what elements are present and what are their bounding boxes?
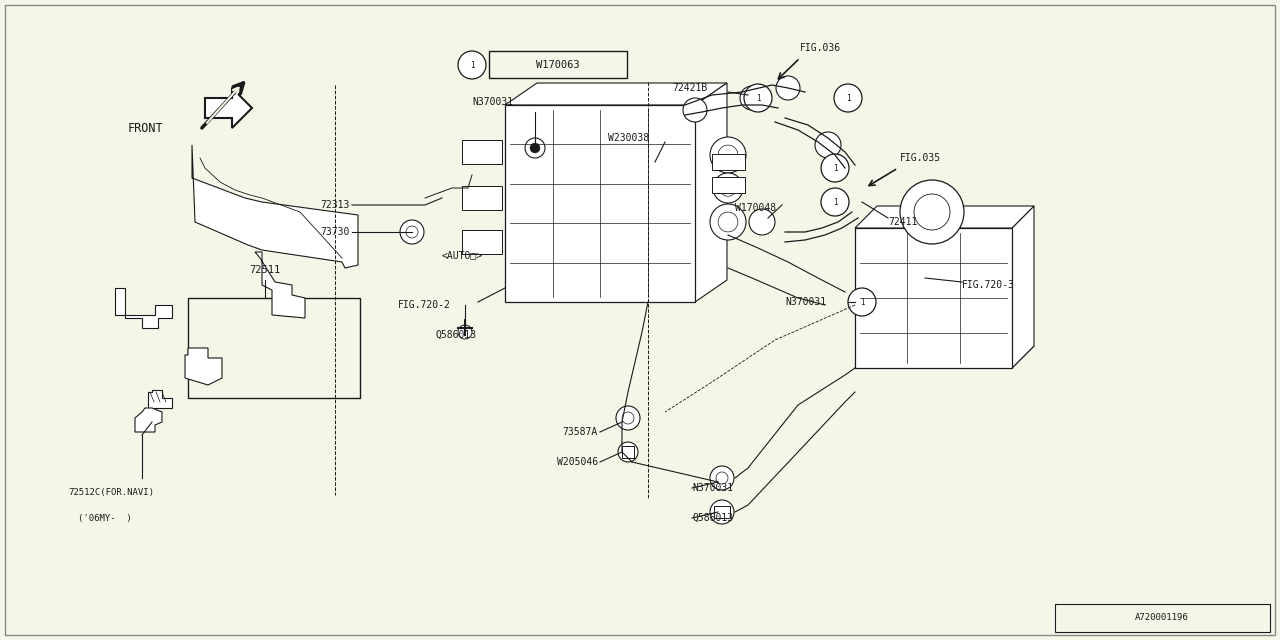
Text: 72511: 72511	[250, 265, 280, 275]
Polygon shape	[506, 105, 695, 302]
Circle shape	[718, 212, 737, 232]
Text: 1: 1	[860, 298, 864, 307]
Text: FIG.035: FIG.035	[900, 153, 941, 163]
Text: FIG.036: FIG.036	[800, 43, 841, 53]
Text: W170063: W170063	[536, 60, 580, 70]
Text: N370031: N370031	[472, 97, 513, 107]
Circle shape	[710, 204, 746, 240]
Circle shape	[900, 180, 964, 244]
Text: A720001196: A720001196	[1135, 614, 1189, 623]
Circle shape	[849, 288, 876, 316]
Circle shape	[776, 76, 800, 100]
Text: FIG.720-3: FIG.720-3	[963, 280, 1015, 290]
Circle shape	[713, 173, 742, 203]
Circle shape	[530, 143, 540, 153]
Bar	[188, 298, 360, 398]
Circle shape	[458, 51, 486, 79]
Text: 1: 1	[846, 93, 850, 102]
Circle shape	[710, 137, 746, 173]
Circle shape	[820, 154, 849, 182]
Circle shape	[719, 180, 736, 196]
Text: 1: 1	[470, 61, 475, 70]
Bar	[489, 51, 627, 78]
Text: FIG.720-2: FIG.720-2	[398, 300, 451, 310]
Circle shape	[914, 194, 950, 230]
Polygon shape	[855, 206, 1034, 228]
Text: Q586013: Q586013	[435, 330, 476, 340]
Polygon shape	[192, 145, 358, 268]
Polygon shape	[462, 140, 502, 164]
Circle shape	[710, 466, 733, 490]
Circle shape	[835, 84, 861, 112]
Circle shape	[740, 86, 764, 110]
Text: 1: 1	[833, 163, 837, 173]
Circle shape	[820, 188, 849, 216]
Bar	[1055, 604, 1270, 632]
Circle shape	[718, 145, 737, 165]
Circle shape	[684, 98, 707, 122]
Polygon shape	[462, 230, 502, 254]
Text: W170048: W170048	[735, 203, 776, 213]
Circle shape	[458, 325, 472, 339]
Text: N370031: N370031	[785, 297, 826, 307]
Polygon shape	[186, 348, 221, 385]
Text: N370031: N370031	[692, 483, 733, 493]
Text: 73587A: 73587A	[563, 427, 598, 437]
Polygon shape	[855, 346, 1034, 368]
Polygon shape	[255, 252, 305, 318]
Text: 1: 1	[755, 93, 760, 102]
Polygon shape	[462, 186, 502, 210]
Polygon shape	[1012, 206, 1034, 368]
Polygon shape	[134, 408, 163, 432]
Polygon shape	[506, 83, 727, 105]
Polygon shape	[622, 446, 634, 458]
Polygon shape	[714, 506, 730, 518]
Text: 73730: 73730	[320, 227, 349, 237]
Polygon shape	[712, 154, 745, 170]
Text: <AUTO□>: <AUTO□>	[442, 250, 483, 260]
Circle shape	[815, 132, 841, 158]
Text: W230038: W230038	[608, 133, 649, 143]
Text: 72411: 72411	[888, 217, 918, 227]
Circle shape	[525, 138, 545, 158]
Polygon shape	[712, 177, 745, 193]
Text: 72421B: 72421B	[672, 83, 708, 93]
Polygon shape	[115, 288, 172, 328]
Polygon shape	[855, 228, 1012, 368]
Polygon shape	[148, 390, 172, 408]
Text: 72313: 72313	[320, 200, 349, 210]
Circle shape	[749, 209, 774, 235]
FancyBboxPatch shape	[5, 5, 1275, 635]
Circle shape	[401, 220, 424, 244]
Polygon shape	[695, 83, 727, 302]
Circle shape	[744, 84, 772, 112]
Polygon shape	[205, 88, 252, 128]
Text: W205046: W205046	[557, 457, 598, 467]
Text: FRONT: FRONT	[128, 122, 164, 134]
Text: Q586013: Q586013	[692, 513, 733, 523]
Text: 72512C(FOR.NAVI): 72512C(FOR.NAVI)	[68, 488, 154, 497]
Circle shape	[710, 500, 733, 524]
Text: ('06MY-  ): ('06MY- )	[78, 513, 132, 522]
Text: 1: 1	[833, 198, 837, 207]
Circle shape	[616, 406, 640, 430]
Circle shape	[618, 442, 637, 462]
